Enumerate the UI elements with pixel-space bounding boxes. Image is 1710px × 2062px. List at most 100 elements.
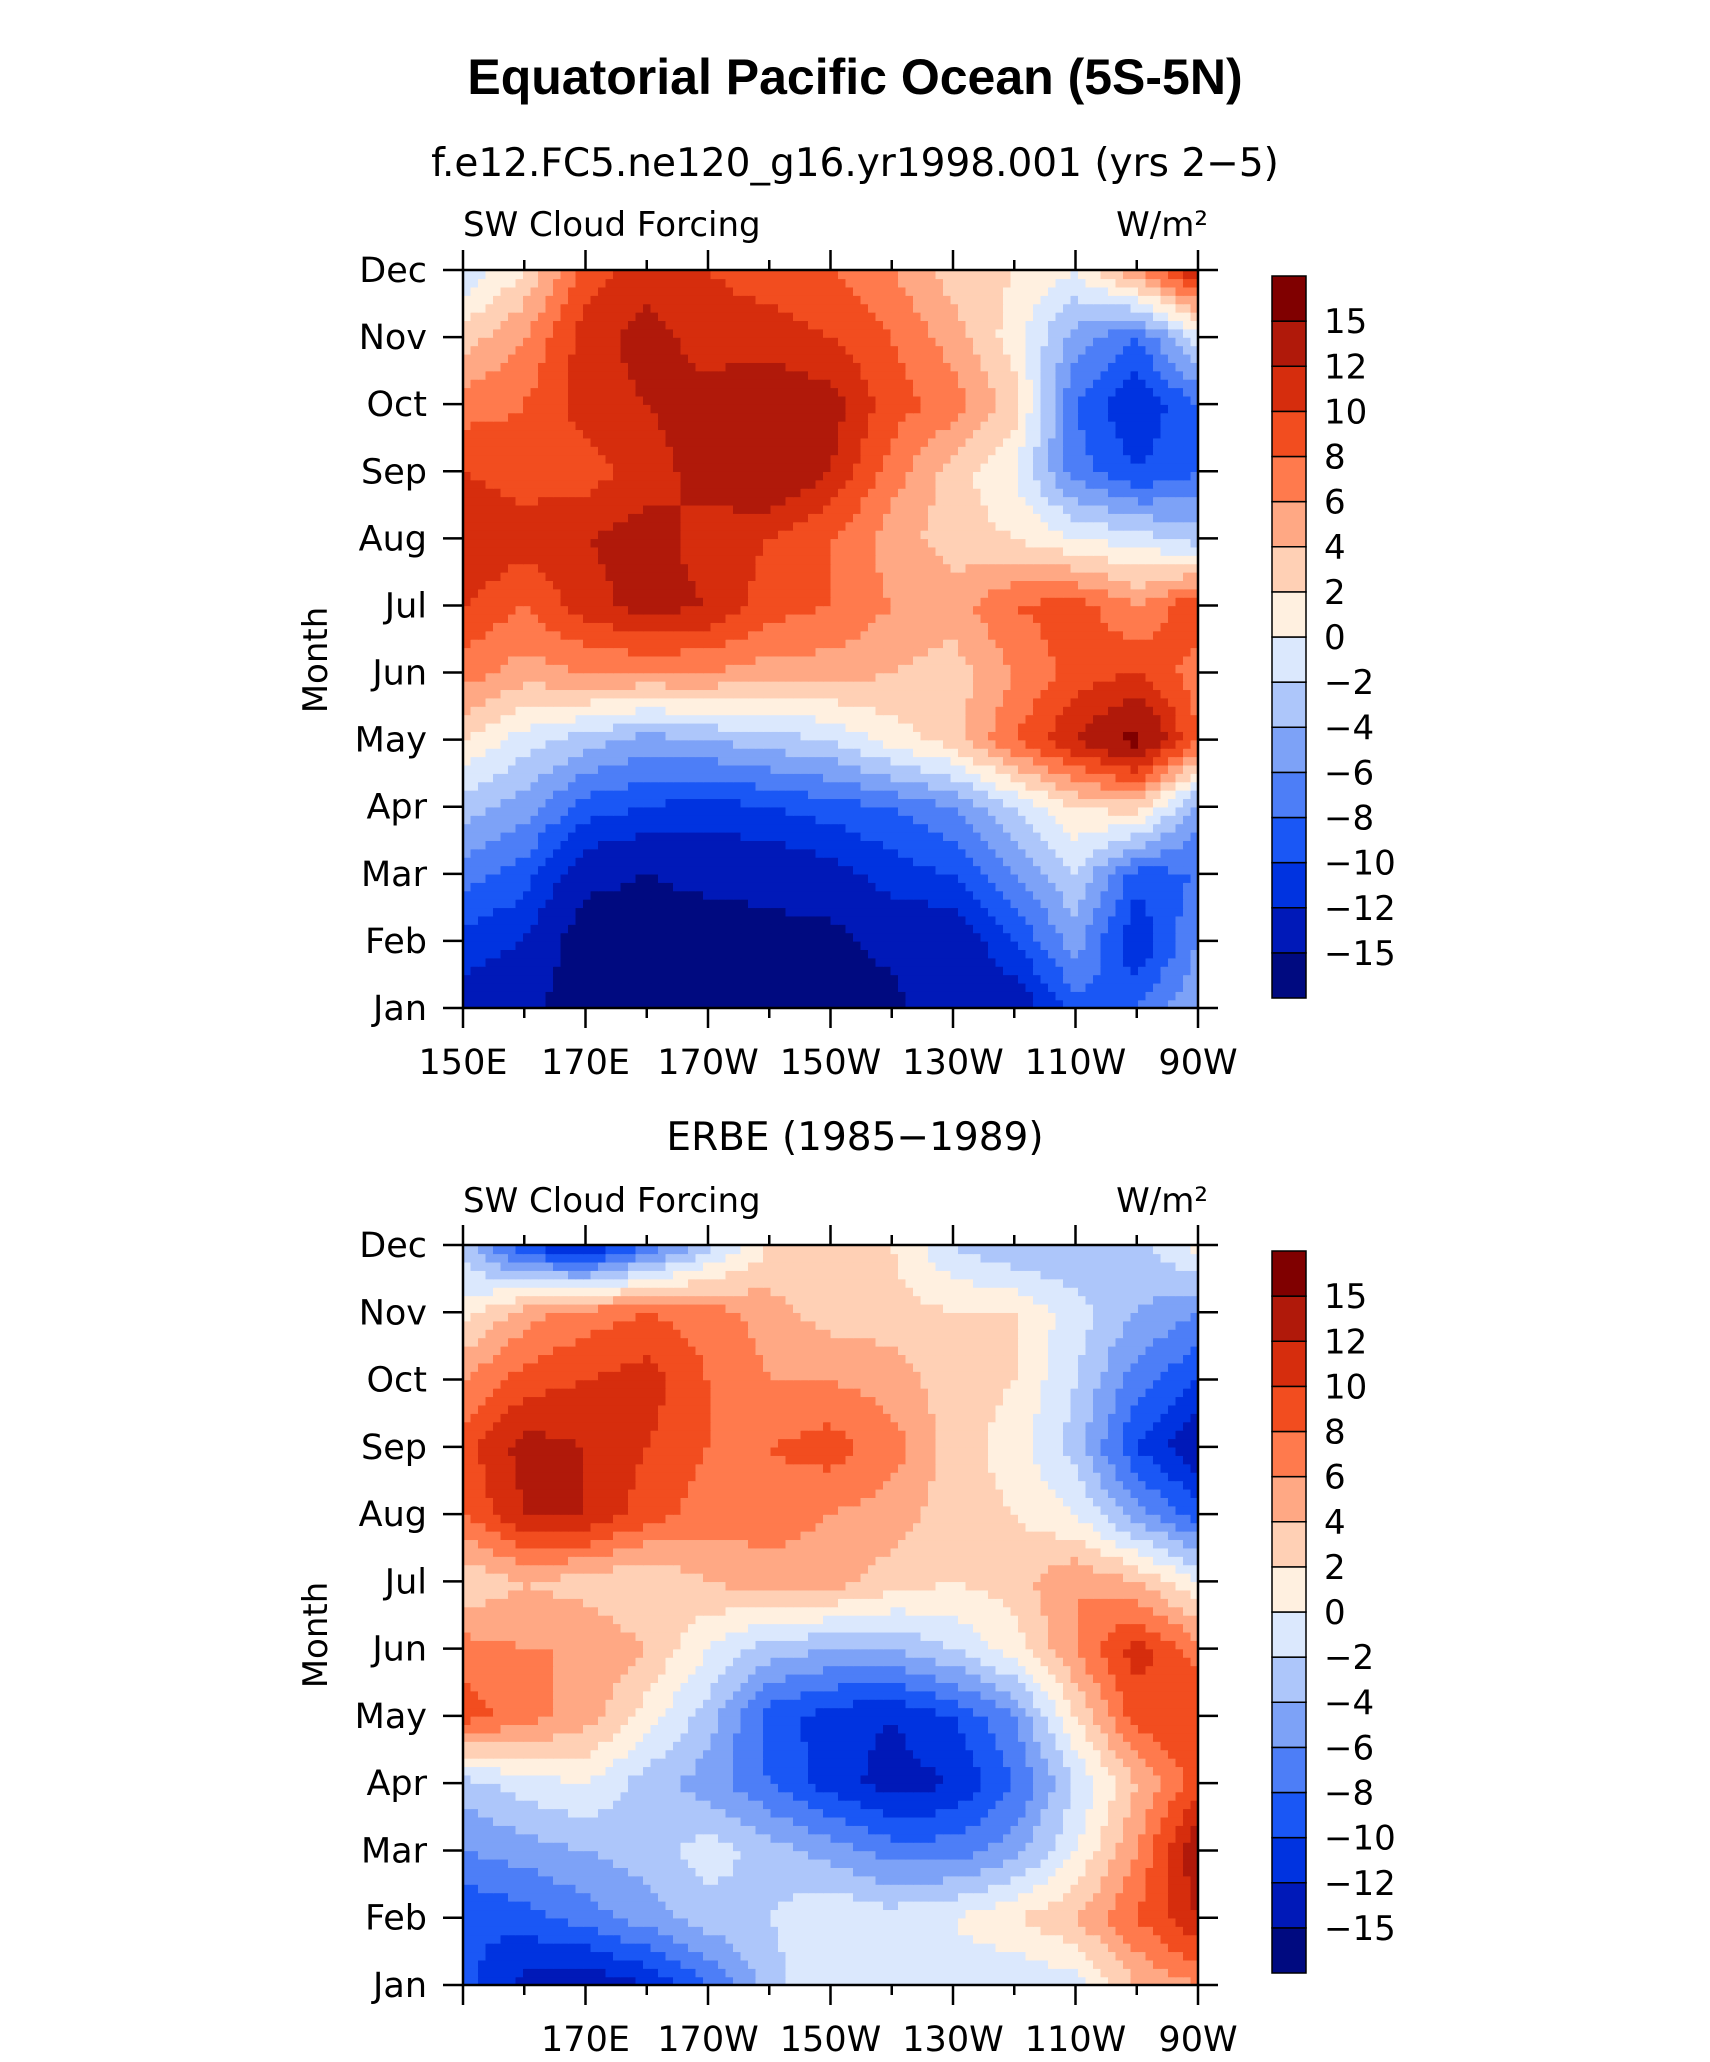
contour-cell (680, 580, 689, 590)
contour-cell (1115, 597, 1124, 607)
contour-cell (695, 949, 704, 959)
contour-cell (1063, 974, 1072, 984)
contour-cell (755, 957, 764, 967)
contour-cell (1108, 806, 1117, 816)
contour-cell (470, 840, 479, 850)
contour-cell (545, 873, 554, 883)
contour-cell (1145, 898, 1154, 909)
contour-cell (680, 689, 689, 699)
contour-cell (545, 882, 554, 892)
contour-cell (673, 773, 682, 783)
contour-cell (620, 588, 629, 598)
contour-cell (830, 706, 839, 716)
contour-cell (1085, 865, 1094, 875)
contour-cell (553, 857, 562, 867)
contour-cell (665, 722, 674, 732)
contour-cell (898, 706, 907, 716)
contour-cell (725, 898, 734, 909)
contour-cell (538, 781, 547, 791)
contour-cell (845, 588, 854, 598)
contour-cell (973, 940, 982, 950)
contour-cell (1093, 706, 1102, 716)
contour-cell (575, 806, 584, 816)
contour-cell (1003, 588, 1012, 598)
contour-cell (943, 873, 952, 883)
contour-cell (755, 613, 764, 623)
contour-cell (1130, 831, 1139, 841)
contour-cell (508, 890, 517, 900)
contour-cell (523, 680, 532, 691)
contour-cell (778, 831, 787, 841)
contour-cell (995, 781, 1004, 791)
contour-cell (800, 957, 809, 967)
contour-cell (1025, 974, 1034, 984)
contour-cell (1078, 731, 1087, 741)
contour-cell (763, 748, 772, 758)
contour-cell (815, 890, 824, 900)
contour-cell (718, 991, 727, 1001)
contour-cell (508, 907, 517, 917)
contour-cell (500, 823, 509, 833)
contour-cell (740, 999, 749, 1009)
contour-cell (1003, 722, 1012, 732)
contour-cell (620, 823, 629, 833)
contour-cell (530, 647, 539, 657)
contour-cell (1130, 748, 1139, 758)
contour-cell (493, 655, 502, 665)
contour-cell (710, 680, 719, 691)
contour-cell (718, 831, 727, 841)
contour-cell (950, 789, 959, 800)
contour-cell (478, 957, 487, 967)
contour-cell (890, 697, 899, 707)
contour-cell (800, 907, 809, 917)
contour-cell (830, 689, 839, 699)
contour-cell (823, 940, 832, 950)
contour-cell (928, 739, 937, 749)
contour-cell (575, 739, 584, 749)
contour-cell (485, 982, 494, 992)
contour-cell (853, 580, 862, 590)
contour-cell (673, 966, 682, 976)
contour-cell (673, 697, 682, 707)
contour-cell (868, 597, 877, 607)
contour-cell (1100, 773, 1109, 783)
contour-cell (1168, 731, 1177, 741)
contour-cell (658, 890, 667, 900)
contour-cell (493, 957, 502, 967)
contour-cell (808, 982, 817, 992)
contour-cell (583, 898, 592, 909)
contour-cell (988, 991, 997, 1001)
contour-cell (1108, 689, 1117, 699)
contour-cell (500, 714, 509, 724)
contour-cell (815, 815, 824, 825)
contour-cell (1025, 647, 1034, 657)
contour-cell (973, 773, 982, 783)
contour-cell (845, 647, 854, 657)
contour-cell (590, 873, 599, 883)
contour-cell (958, 982, 967, 992)
contour-cell (995, 639, 1004, 649)
contour-cell (703, 655, 712, 665)
contour-cell (913, 639, 922, 649)
contour-cell (680, 957, 689, 967)
contour-cell (1183, 714, 1192, 724)
contour-cell (1018, 714, 1027, 724)
contour-cell (1160, 630, 1169, 640)
contour-cell (943, 588, 952, 598)
contour-cell (965, 664, 974, 674)
contour-cell (613, 706, 622, 716)
contour-cell (470, 580, 479, 590)
contour-cell (905, 655, 914, 665)
contour-cell (575, 999, 584, 1009)
contour-cell (1055, 664, 1064, 674)
contour-cell (545, 815, 554, 825)
contour-cell (920, 639, 929, 649)
contour-cell (1108, 957, 1117, 967)
contour-cell (703, 764, 712, 774)
contour-cell (553, 982, 562, 992)
contour-cell (928, 655, 937, 665)
contour-cell (560, 655, 569, 665)
contour-cell (583, 815, 592, 825)
contour-cell (725, 689, 734, 699)
contour-cell (688, 756, 697, 766)
